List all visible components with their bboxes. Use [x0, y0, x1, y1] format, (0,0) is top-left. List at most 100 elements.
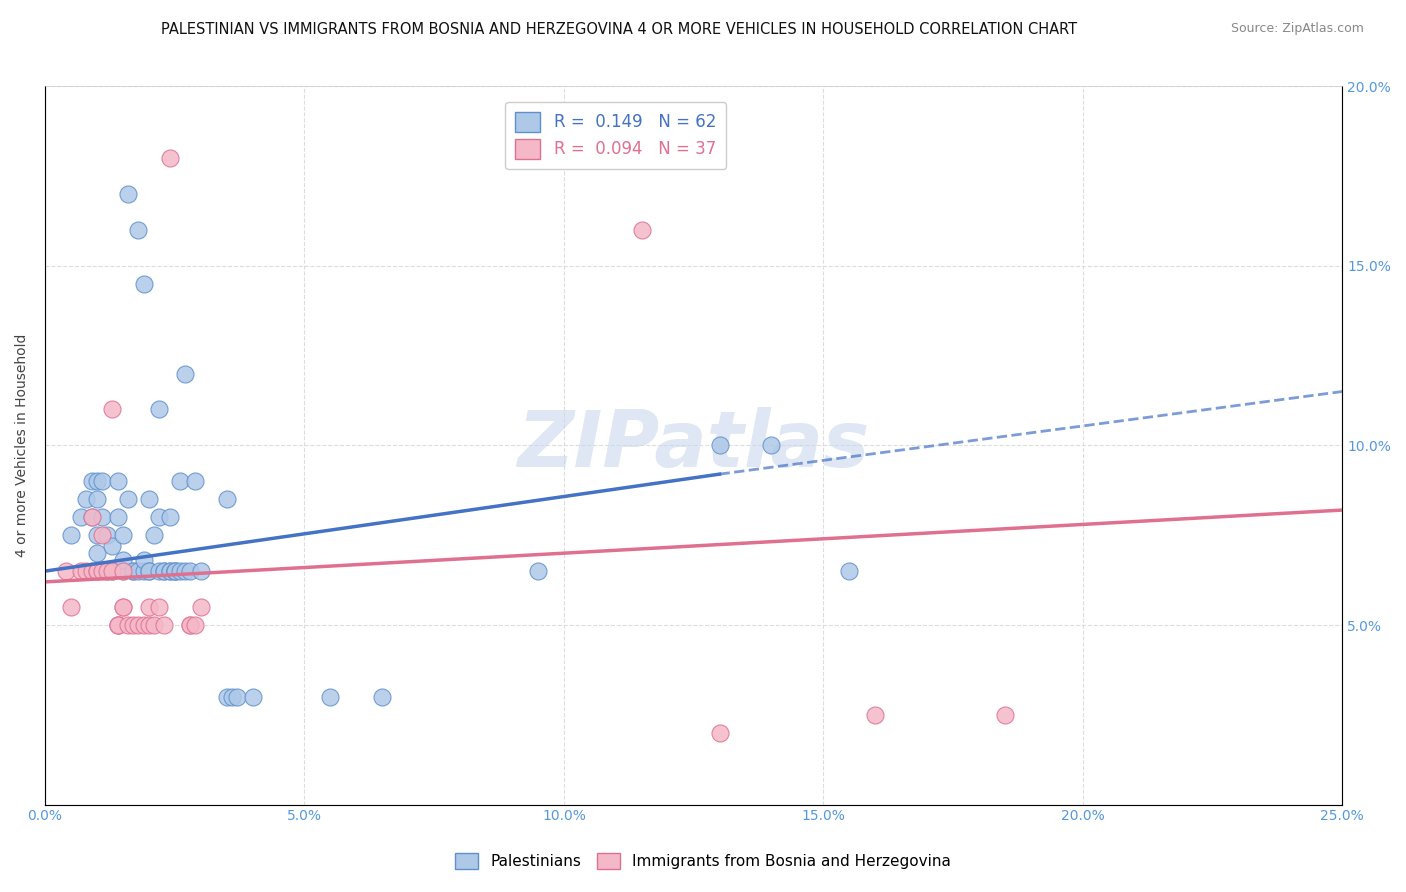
Point — [153, 618, 176, 632]
Point — [101, 564, 124, 578]
Point — [59, 528, 82, 542]
Point — [101, 402, 124, 417]
Point — [107, 510, 129, 524]
Point — [96, 564, 118, 578]
Point — [865, 707, 887, 722]
Point — [111, 564, 134, 578]
Point — [111, 553, 134, 567]
Point — [163, 564, 186, 578]
Point — [371, 690, 394, 704]
Legend: Palestinians, Immigrants from Bosnia and Herzegovina: Palestinians, Immigrants from Bosnia and… — [450, 847, 956, 875]
Point — [122, 618, 145, 632]
Point — [122, 564, 145, 578]
Point — [142, 618, 165, 632]
Point — [86, 564, 108, 578]
Y-axis label: 4 or more Vehicles in Household: 4 or more Vehicles in Household — [15, 334, 30, 558]
Point — [111, 564, 134, 578]
Point — [159, 510, 181, 524]
Point — [132, 618, 155, 632]
Point — [111, 600, 134, 615]
Point — [153, 564, 176, 578]
Point — [86, 528, 108, 542]
Point — [159, 151, 181, 165]
Point — [242, 690, 264, 704]
Point — [101, 539, 124, 553]
Text: ZIPatlas: ZIPatlas — [517, 408, 870, 483]
Point — [91, 528, 114, 542]
Point — [127, 618, 149, 632]
Point — [215, 690, 238, 704]
Point — [55, 564, 77, 578]
Point — [215, 492, 238, 507]
Point — [96, 564, 118, 578]
Point — [107, 618, 129, 632]
Point — [148, 510, 170, 524]
Point — [111, 600, 134, 615]
Point — [179, 618, 201, 632]
Point — [994, 707, 1017, 722]
Point — [159, 564, 181, 578]
Point — [132, 553, 155, 567]
Point — [91, 510, 114, 524]
Point — [132, 564, 155, 578]
Point — [179, 564, 201, 578]
Point — [148, 564, 170, 578]
Text: PALESTINIAN VS IMMIGRANTS FROM BOSNIA AND HERZEGOVINA 4 OR MORE VEHICLES IN HOUS: PALESTINIAN VS IMMIGRANTS FROM BOSNIA AN… — [160, 22, 1077, 37]
Point — [142, 528, 165, 542]
Point — [70, 564, 93, 578]
Point — [107, 618, 129, 632]
Point — [153, 564, 176, 578]
Point — [86, 546, 108, 560]
Point — [319, 690, 342, 704]
Point — [70, 510, 93, 524]
Point — [138, 492, 160, 507]
Point — [190, 564, 212, 578]
Point — [122, 564, 145, 578]
Point — [169, 564, 191, 578]
Point — [127, 564, 149, 578]
Point — [184, 618, 207, 632]
Point — [80, 510, 103, 524]
Point — [184, 475, 207, 489]
Point — [91, 475, 114, 489]
Point — [179, 618, 201, 632]
Point — [101, 564, 124, 578]
Point — [86, 492, 108, 507]
Point — [169, 475, 191, 489]
Point — [80, 564, 103, 578]
Point — [96, 528, 118, 542]
Text: Source: ZipAtlas.com: Source: ZipAtlas.com — [1230, 22, 1364, 36]
Point — [127, 223, 149, 237]
Point — [91, 564, 114, 578]
Point — [226, 690, 249, 704]
Point — [148, 600, 170, 615]
Point — [111, 528, 134, 542]
Point — [76, 564, 98, 578]
Point — [138, 600, 160, 615]
Point — [163, 564, 186, 578]
Point — [709, 725, 731, 739]
Point — [190, 600, 212, 615]
Point — [80, 510, 103, 524]
Point — [221, 690, 243, 704]
Point — [117, 186, 139, 201]
Point — [107, 475, 129, 489]
Point — [138, 564, 160, 578]
Legend: R =  0.149   N = 62, R =  0.094   N = 37: R = 0.149 N = 62, R = 0.094 N = 37 — [505, 102, 725, 169]
Point — [117, 492, 139, 507]
Point — [709, 438, 731, 452]
Point — [86, 475, 108, 489]
Point — [174, 564, 197, 578]
Point — [80, 475, 103, 489]
Point — [76, 492, 98, 507]
Point — [59, 600, 82, 615]
Point — [86, 564, 108, 578]
Point — [761, 438, 783, 452]
Point — [838, 564, 860, 578]
Point — [630, 223, 652, 237]
Point — [138, 564, 160, 578]
Point — [138, 618, 160, 632]
Point — [159, 564, 181, 578]
Point — [132, 277, 155, 291]
Point — [117, 618, 139, 632]
